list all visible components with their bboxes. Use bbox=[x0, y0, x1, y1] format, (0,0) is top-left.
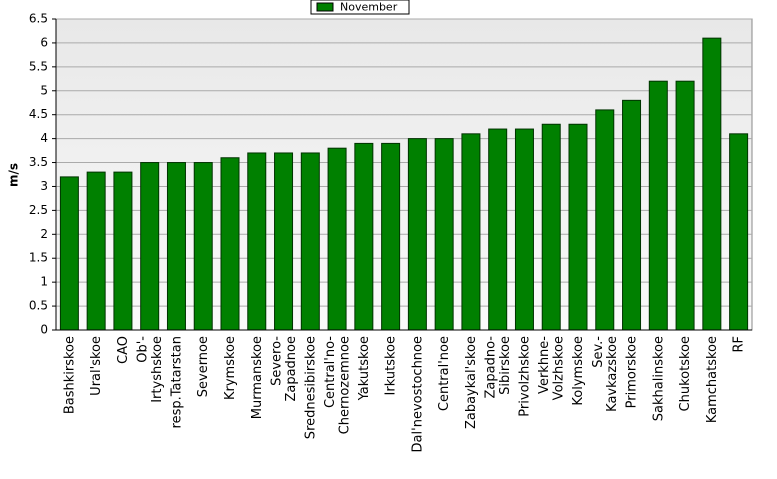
legend-swatch bbox=[316, 2, 334, 12]
y-axis-label: m/s bbox=[7, 163, 21, 187]
x-tick-label: Krymskoe bbox=[223, 336, 238, 400]
x-tick-label: Sev.-Kavkazskoe bbox=[591, 336, 620, 412]
bar bbox=[220, 157, 240, 331]
y-tick-label: 0.5 bbox=[29, 299, 48, 313]
bar bbox=[648, 80, 668, 331]
plot-area bbox=[55, 18, 753, 331]
bar bbox=[193, 162, 213, 331]
bar bbox=[166, 162, 186, 331]
x-tick-label: Irkutskoe bbox=[384, 336, 399, 395]
y-tick-label: 6 bbox=[40, 35, 48, 49]
y-tick-label: 1 bbox=[40, 275, 48, 289]
y-tick-label: 2 bbox=[40, 227, 48, 241]
x-tick-label: Ob'-Irtyshskoe bbox=[136, 336, 165, 403]
y-tick-label: 5 bbox=[40, 83, 48, 97]
y-tick-label: 5.5 bbox=[29, 59, 48, 73]
bar bbox=[568, 123, 588, 331]
x-tick-label: Central'noe bbox=[437, 336, 452, 411]
y-tick-label: 6.5 bbox=[29, 12, 48, 26]
x-tick-label: Severnoe bbox=[196, 336, 211, 397]
y-tick-label: 3.5 bbox=[29, 155, 48, 169]
x-tick-label: resp.Tatarstan bbox=[169, 336, 184, 428]
bar bbox=[354, 142, 374, 331]
x-tick-label: Central'no-Chernozemnoe bbox=[323, 336, 352, 435]
x-tick-label: Zapadno-Sibirskoe bbox=[484, 336, 513, 399]
bar bbox=[274, 152, 294, 331]
x-tick-label: Privolzhskoe bbox=[517, 336, 532, 417]
bar bbox=[86, 171, 106, 331]
bar bbox=[407, 138, 427, 331]
y-tick-label: 3 bbox=[40, 179, 48, 193]
x-tick-label: Severo-Zapadnoe bbox=[270, 336, 299, 402]
x-tick-label: Srednesibirskoe bbox=[303, 336, 318, 439]
bar bbox=[59, 176, 79, 331]
legend-box bbox=[310, 0, 410, 15]
x-tick-label: Dal'nevostochnoe bbox=[410, 336, 425, 452]
legend-label[interactable]: November bbox=[340, 1, 398, 14]
x-tick-label: Kamchatskoe bbox=[705, 336, 720, 423]
bar bbox=[702, 37, 722, 331]
legend: November bbox=[310, 0, 410, 15]
bar bbox=[488, 128, 508, 331]
x-tick-label: RF bbox=[732, 336, 747, 353]
bar bbox=[541, 123, 561, 331]
bar bbox=[595, 109, 615, 331]
bar bbox=[247, 152, 267, 331]
bar bbox=[622, 99, 642, 331]
bar bbox=[327, 147, 347, 331]
x-tick-label: Yakutskoe bbox=[357, 336, 372, 401]
x-tick-label: Zabaykal'skoe bbox=[464, 336, 479, 429]
bar bbox=[729, 133, 749, 331]
x-tick-label: Ural'skoe bbox=[89, 336, 104, 396]
bar bbox=[113, 171, 133, 331]
y-tick-label: 4.5 bbox=[29, 107, 48, 121]
x-tick-label: Verkhne-Volzhskoe bbox=[537, 336, 566, 401]
y-tick-label: 1.5 bbox=[29, 251, 48, 265]
x-tick-label: Bashkirskoe bbox=[62, 336, 77, 414]
x-tick-label: Chukotskoe bbox=[678, 336, 693, 411]
y-tick-label: 2.5 bbox=[29, 203, 48, 217]
x-tick-label: Kolymskoe bbox=[571, 336, 586, 406]
y-tick-label: 4 bbox=[40, 131, 48, 145]
x-tick-label: Murmanskoe bbox=[250, 336, 265, 419]
bar bbox=[381, 142, 401, 331]
bar bbox=[434, 138, 454, 331]
bar bbox=[675, 80, 695, 331]
y-tick-label: 0 bbox=[40, 323, 48, 337]
bar bbox=[461, 133, 481, 331]
x-tick-label: Primorskoe bbox=[625, 336, 640, 408]
x-tick-label: Sakhalinskoe bbox=[651, 336, 666, 421]
bar bbox=[140, 162, 160, 331]
x-tick-label: CAO bbox=[116, 336, 131, 364]
bar bbox=[514, 128, 534, 331]
bar bbox=[300, 152, 320, 331]
